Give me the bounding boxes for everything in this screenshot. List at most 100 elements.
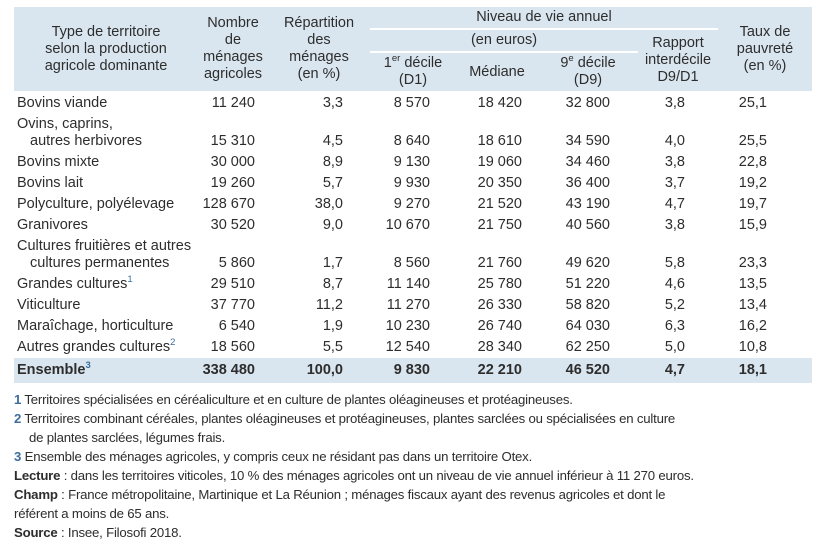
cell: 15,9 <box>738 217 767 233</box>
cell: 21 760 <box>477 255 522 271</box>
note-label: Lecture <box>14 468 61 483</box>
col-header-count: Nombre de ménages agricoles <box>198 7 268 91</box>
footnote-text: Territoires combinant céréales, plantes … <box>24 411 676 445</box>
cell: 18 560 <box>210 339 255 355</box>
row-label: Bovins viande <box>17 95 108 111</box>
cell: 12 540 <box>385 339 430 355</box>
table-row: Grandes cultures1 29 510 8,7 11 140 25 7… <box>14 274 812 295</box>
cell: 100,0 <box>268 358 370 383</box>
col-header-ratio: Rapport interdécile D9/D1 <box>638 29 718 91</box>
cell: 9 270 <box>393 196 430 212</box>
col-header-share: Répartition des ménages (en %) <box>268 7 370 91</box>
cell: 5,0 <box>664 339 685 355</box>
row-label: Viticulture <box>17 297 81 313</box>
cell: 20 350 <box>477 175 522 191</box>
cell: 13,5 <box>738 276 767 292</box>
cell: 13,4 <box>738 297 767 313</box>
row-label-line2: autres herbivores <box>30 133 143 149</box>
cell: 51 220 <box>565 276 610 292</box>
cell: 18 610 <box>477 133 522 149</box>
footnote-3: 3 Ensemble des ménages agricoles, y comp… <box>14 447 816 466</box>
cell: 26 740 <box>477 318 522 334</box>
cell: 26 330 <box>477 297 522 313</box>
footnote-number: 1 <box>14 392 22 407</box>
row-label: Autres grandes cultures2 <box>17 337 176 355</box>
cell: 19 060 <box>477 154 522 170</box>
table-row: Viticulture 37 770 11,2 11 270 26 330 58… <box>14 295 812 316</box>
footnote-number: 3 <box>14 449 22 464</box>
table-row: Bovins lait 19 260 5,7 9 930 20 350 36 4… <box>14 173 812 194</box>
row-label: Cultures fruitières et autres cultures pe… <box>14 236 198 274</box>
cell: 40 560 <box>565 217 610 233</box>
cell: 36 400 <box>565 175 610 191</box>
cell: 22,8 <box>738 154 767 170</box>
footnote-ref: 1 <box>127 274 133 286</box>
row-label: Maraîchage, horticulture <box>17 318 174 334</box>
cell: 4,0 <box>664 133 685 149</box>
cell: 23,3 <box>738 255 767 271</box>
table-row: Bovins viande 11 240 3,3 8 570 18 420 32… <box>14 91 812 114</box>
footnote-2: 2 Territoires combinant céréales, plante… <box>14 409 816 447</box>
cell: 21 750 <box>477 217 522 233</box>
d9-label: décile (D9) <box>573 55 616 88</box>
cell: 10 670 <box>385 217 430 233</box>
income-by-territory-table: Type de territoire selon la production a… <box>14 7 812 383</box>
cell: 30 000 <box>210 154 255 170</box>
cell: 9,0 <box>322 217 343 233</box>
table-row: Bovins mixte 30 000 8,9 9 130 19 060 34 … <box>14 152 812 173</box>
cell: 25,1 <box>738 95 767 111</box>
cell: 11,2 <box>315 297 343 313</box>
cell: 18 420 <box>477 95 522 111</box>
cell: 34 590 <box>565 133 610 149</box>
cell: 338 480 <box>198 358 268 383</box>
footnote-ref: 3 <box>85 360 91 372</box>
footnote-1: 1 Territoires spécialisées en céréalicul… <box>14 390 816 409</box>
cell: 15 310 <box>210 133 255 149</box>
row-label-line2: cultures permanentes <box>30 255 170 271</box>
cell: 8,9 <box>322 154 343 170</box>
note-text: : Insee, Filosofi 2018. <box>57 525 182 540</box>
cell: 19,2 <box>738 175 767 191</box>
cell: 21 520 <box>477 196 522 212</box>
cell: 30 520 <box>210 217 255 233</box>
cell: 49 620 <box>565 255 610 271</box>
cell: 1,9 <box>322 318 343 334</box>
cell: 37 770 <box>210 297 255 313</box>
cell: 4,5 <box>322 133 343 149</box>
table-row: Autres grandes cultures2 18 560 5,5 12 5… <box>14 337 812 358</box>
col-header-territory: Type de territoire selon la production a… <box>14 7 198 91</box>
cell: 9 830 <box>370 358 456 383</box>
cell: 8 570 <box>393 95 430 111</box>
row-label: Polyculture, polyélevage <box>17 196 175 212</box>
cell: 25,5 <box>738 133 767 149</box>
footnote-text: Ensemble des ménages agricoles, y compri… <box>21 449 533 464</box>
cell: 5,7 <box>322 175 343 191</box>
col-header-median: Médiane <box>456 52 538 91</box>
cell: 11 140 <box>386 276 430 292</box>
cell: 4,7 <box>664 196 685 212</box>
cell: 28 340 <box>477 339 522 355</box>
note-text: : dans les territoires viticoles, 10 % d… <box>60 468 694 483</box>
cell: 64 030 <box>565 318 610 334</box>
cell: 1,7 <box>322 255 343 271</box>
note-label: Champ <box>14 487 58 502</box>
cell: 3,8 <box>664 95 685 111</box>
cell: 5 860 <box>218 255 255 271</box>
cell: 11 240 <box>211 95 255 111</box>
cell: 10 230 <box>385 318 430 334</box>
d1-label: décile (D1) <box>398 55 443 88</box>
cell: 29 510 <box>210 276 255 292</box>
footnote-text: Territoires spécialisées en céréalicultu… <box>21 392 573 407</box>
col-header-poverty: Taux de pauvreté (en %) <box>718 7 812 91</box>
cell: 6,3 <box>664 318 685 334</box>
note-text: : France métropolitaine, Martinique et L… <box>14 487 666 521</box>
cell: 62 250 <box>565 339 610 355</box>
cell: 128 670 <box>202 196 255 212</box>
table-notes: 1 Territoires spécialisées en céréalicul… <box>14 390 816 542</box>
row-label: Ovins, caprins, autres herbivores <box>14 114 198 152</box>
cell: 25 780 <box>477 276 522 292</box>
col-header-d9: 9e décile (D9) <box>538 52 638 91</box>
ordinal-sup: e <box>568 53 574 65</box>
cell: 8 560 <box>393 255 430 271</box>
